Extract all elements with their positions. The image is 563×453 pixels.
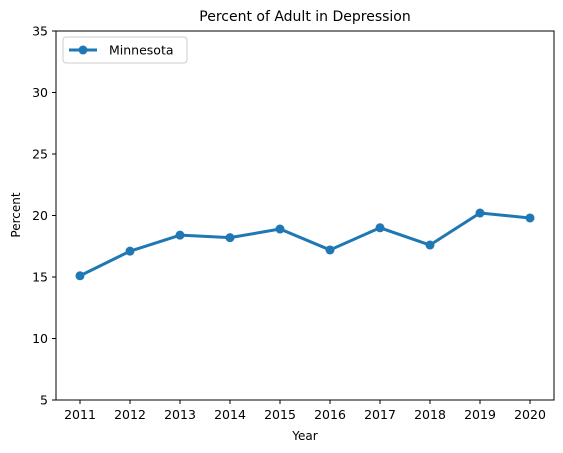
data-point <box>275 224 285 234</box>
y-axis-label: Percent <box>9 192 23 237</box>
y-tick-label: 15 <box>32 270 48 285</box>
series-layer <box>75 208 535 281</box>
x-tick-label: 2016 <box>314 407 346 422</box>
data-point <box>425 240 435 250</box>
y-tick-label: 20 <box>32 208 48 223</box>
x-tick-label: 2017 <box>364 407 396 422</box>
data-point <box>475 208 485 218</box>
legend-label-minnesota: Minnesota <box>109 43 174 58</box>
x-axis-ticks: 2011 2012 2013 2014 2015 2016 2017 2018 2019 2020 <box>64 400 546 422</box>
x-axis-label: Year <box>291 429 317 443</box>
x-tick-label: 2015 <box>264 407 296 422</box>
y-tick-label: 35 <box>32 24 48 39</box>
legend: Minnesota <box>62 36 188 64</box>
data-point <box>225 233 235 243</box>
data-point <box>525 213 535 223</box>
legend-box <box>62 36 188 64</box>
x-tick-label: 2011 <box>64 407 96 422</box>
x-tick-label: 2012 <box>114 407 146 422</box>
y-tick-label: 10 <box>32 331 48 346</box>
data-point <box>325 245 335 255</box>
y-axis-ticks: 5 10 15 20 25 30 35 <box>32 24 56 408</box>
y-tick-label: 5 <box>40 393 48 408</box>
x-tick-label: 2018 <box>414 407 446 422</box>
data-point <box>125 246 135 256</box>
y-tick-label: 30 <box>32 85 48 100</box>
chart-title: Percent of Adult in Depression <box>199 9 410 25</box>
data-point <box>375 223 385 233</box>
series-line-minnesota <box>78 211 532 278</box>
x-tick-label: 2014 <box>214 407 246 422</box>
x-tick-label: 2019 <box>464 407 496 422</box>
y-tick-label: 25 <box>32 147 48 162</box>
legend-marker-minnesota <box>78 45 88 55</box>
data-point <box>175 230 185 240</box>
data-point <box>75 271 85 281</box>
x-tick-label: 2013 <box>164 407 196 422</box>
x-tick-label: 2020 <box>514 407 546 422</box>
